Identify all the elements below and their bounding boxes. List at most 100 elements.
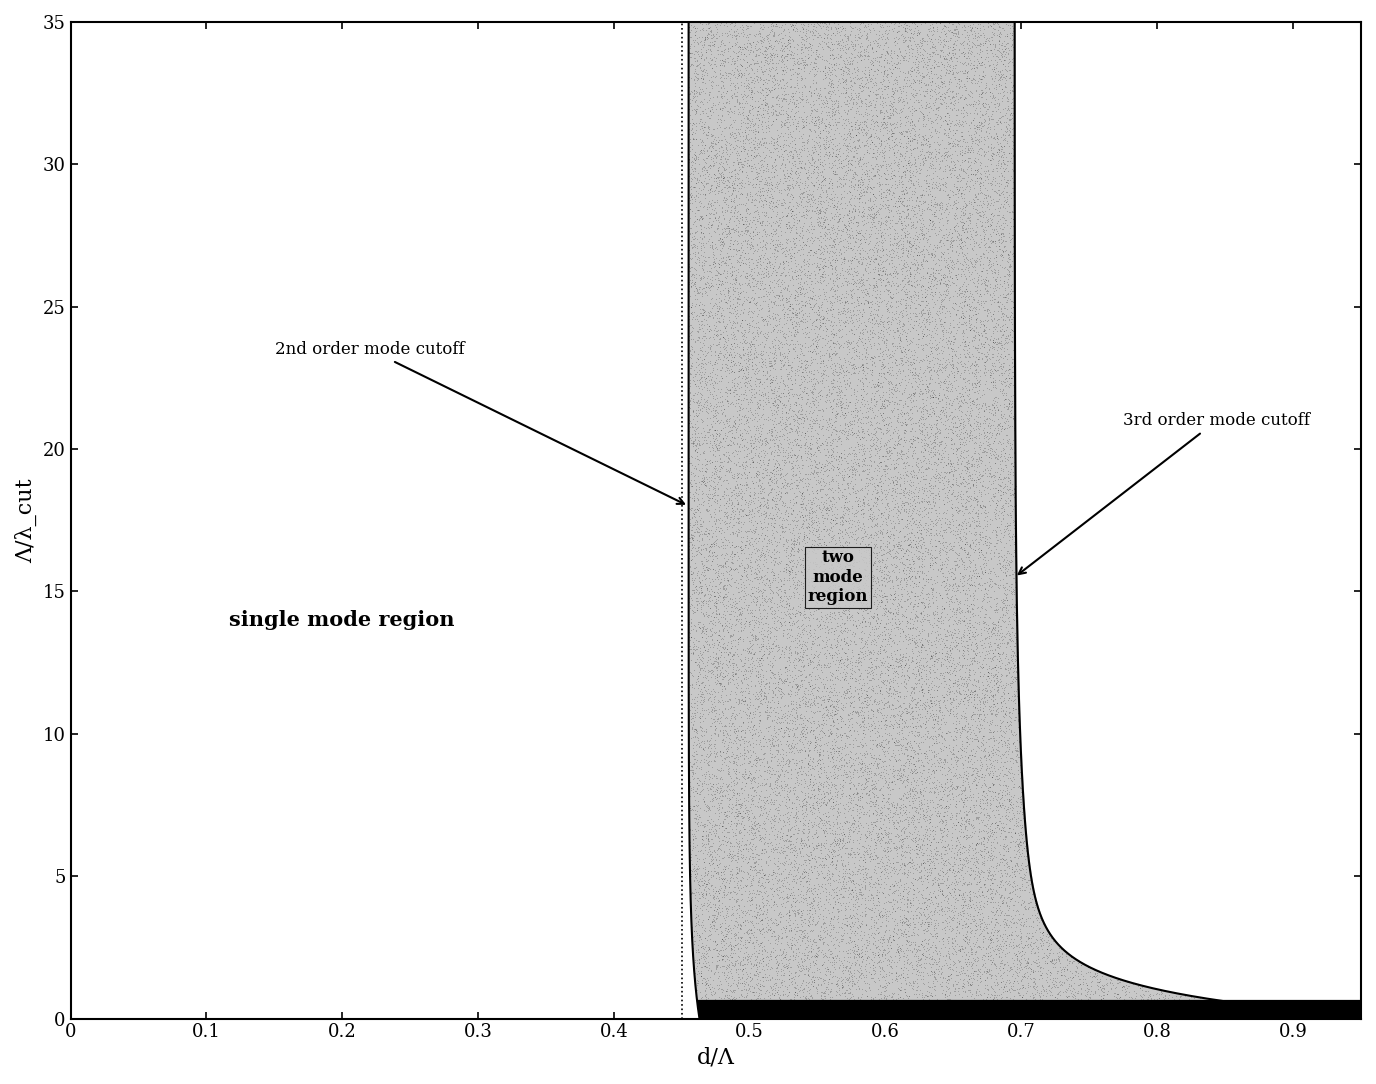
Point (839, 393, 861, 411)
Point (830, 779, 852, 797)
Point (941, 880, 963, 898)
Point (992, 594, 1014, 611)
Point (735, 567, 757, 584)
Point (805, 75, 827, 92)
Point (846, 785, 868, 802)
Point (952, 34, 974, 51)
Point (984, 659, 1006, 676)
Point (945, 900, 967, 917)
Point (830, 621, 852, 638)
Point (815, 366, 837, 384)
Point (764, 864, 786, 881)
Point (691, 413, 713, 430)
Point (925, 315, 947, 333)
Point (999, 324, 1021, 341)
Point (976, 400, 998, 417)
Point (872, 929, 894, 946)
Point (911, 128, 933, 145)
Point (999, 361, 1021, 378)
Point (754, 691, 776, 708)
Point (871, 785, 893, 802)
Point (915, 598, 937, 616)
Point (806, 210, 828, 228)
Point (695, 370, 717, 387)
Point (951, 707, 973, 724)
Point (896, 704, 918, 721)
Point (750, 485, 772, 502)
Point (813, 517, 835, 534)
Point (710, 14, 732, 31)
Point (799, 998, 821, 1016)
Point (716, 248, 738, 266)
Point (1075, 988, 1097, 1005)
Point (963, 921, 985, 939)
Point (936, 971, 958, 989)
Point (738, 86, 760, 103)
Point (900, 415, 922, 433)
Point (915, 98, 937, 115)
Point (984, 986, 1006, 1004)
Point (969, 444, 991, 462)
Point (761, 533, 783, 551)
Point (985, 126, 1007, 143)
Point (859, 623, 881, 641)
Point (937, 786, 959, 803)
Point (1003, 26, 1025, 43)
Point (832, 571, 854, 589)
Point (751, 131, 773, 149)
Point (955, 549, 977, 566)
Point (893, 317, 915, 334)
Point (780, 964, 802, 981)
Point (915, 96, 937, 114)
Point (872, 558, 894, 576)
Point (729, 846, 751, 863)
Point (782, 800, 804, 817)
Point (850, 379, 872, 397)
Point (835, 861, 857, 878)
Point (681, 111, 703, 128)
Point (1002, 1008, 1024, 1025)
Point (899, 630, 921, 647)
Point (874, 968, 896, 985)
Point (772, 827, 794, 844)
Point (843, 152, 866, 169)
Point (702, 791, 724, 809)
Point (969, 466, 991, 483)
Point (878, 718, 900, 735)
Point (937, 136, 959, 153)
Point (984, 339, 1006, 357)
Point (883, 582, 905, 599)
Point (839, 72, 861, 89)
Point (732, 138, 754, 155)
Point (852, 120, 874, 138)
Point (695, 345, 717, 362)
Point (969, 238, 991, 256)
Point (856, 287, 878, 305)
Point (720, 547, 742, 565)
Point (900, 39, 922, 56)
Point (709, 942, 731, 959)
Point (694, 693, 716, 710)
Point (925, 453, 947, 470)
Point (970, 760, 992, 777)
Point (801, 516, 823, 533)
Point (874, 637, 896, 655)
Point (764, 554, 786, 571)
Point (799, 155, 821, 172)
Point (797, 724, 819, 741)
Point (856, 696, 878, 713)
Point (894, 801, 916, 818)
Point (921, 872, 943, 889)
Point (849, 631, 871, 648)
Point (998, 144, 1020, 162)
Point (985, 683, 1007, 700)
Point (848, 29, 870, 47)
Point (930, 778, 952, 796)
Point (987, 145, 1009, 163)
Point (958, 169, 980, 186)
Point (995, 233, 1017, 250)
Point (1193, 1002, 1215, 1019)
Point (903, 960, 925, 978)
Point (823, 50, 845, 67)
Point (956, 887, 978, 904)
